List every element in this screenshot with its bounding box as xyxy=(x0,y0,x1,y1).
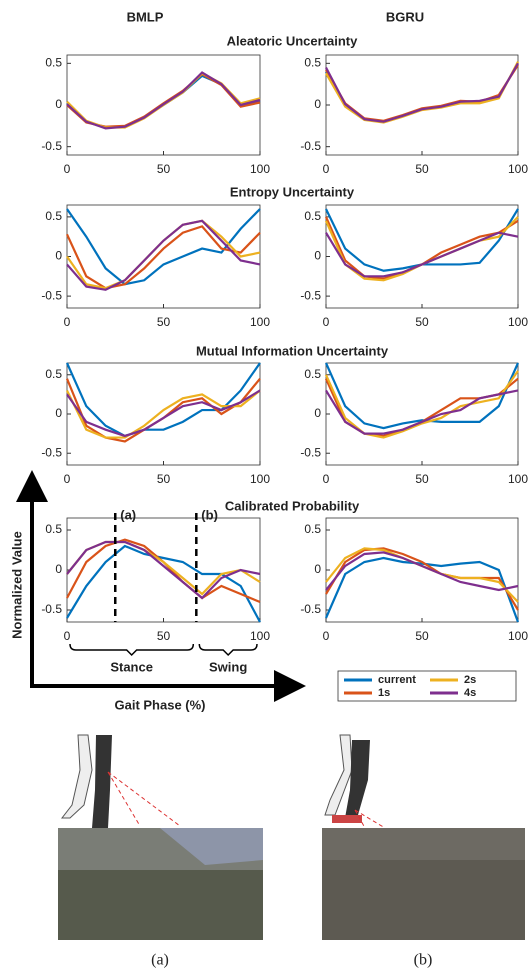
y-tick-label: 0.5 xyxy=(304,209,321,223)
column-title: BGRU xyxy=(386,9,424,24)
x-tick-label: 0 xyxy=(64,162,71,176)
y-tick-label: 0 xyxy=(55,406,62,420)
y-tick-label: -0.5 xyxy=(300,445,321,459)
caption: (a) xyxy=(151,952,169,969)
x-tick-label: 50 xyxy=(157,162,171,176)
y-tick-label: 0.5 xyxy=(45,209,62,223)
row-title: Calibrated Probability xyxy=(225,498,360,513)
column-title: BMLP xyxy=(127,9,164,24)
x-tick-label: 0 xyxy=(323,472,330,486)
x-tick-label: 50 xyxy=(157,629,171,643)
line-series xyxy=(324,362,520,430)
x-tick-label: 100 xyxy=(508,315,528,329)
y-tick-label: 0 xyxy=(314,562,321,576)
x-tick-label: 0 xyxy=(323,629,330,643)
line-series xyxy=(66,544,261,623)
y-axis-label: Normalized Value xyxy=(9,531,24,639)
line-series xyxy=(66,389,261,439)
x-tick-label: 100 xyxy=(250,315,270,329)
annotation-label: (b) xyxy=(201,507,218,522)
plot-frame xyxy=(325,362,519,466)
y-tick-label: 0.5 xyxy=(304,56,321,70)
y-tick-label: 0 xyxy=(55,249,62,263)
plot-frame xyxy=(66,204,261,309)
x-tick-label: 100 xyxy=(508,162,528,176)
line-series xyxy=(325,62,519,123)
line-series xyxy=(66,219,261,291)
line-series xyxy=(325,551,519,592)
x-tick-label: 0 xyxy=(323,162,330,176)
y-tick-label: -0.5 xyxy=(41,139,62,153)
legend-label: 4s xyxy=(464,687,476,699)
line-series xyxy=(66,389,261,438)
row-title: Aleatoric Uncertainty xyxy=(227,33,359,48)
plot-frame xyxy=(66,362,261,466)
y-tick-label: 0 xyxy=(314,249,321,263)
x-tick-label: 50 xyxy=(415,472,429,486)
plot-frame xyxy=(325,54,519,156)
phase-label: Stance xyxy=(110,659,153,674)
y-tick-label: -0.5 xyxy=(41,602,62,616)
caption: (b) xyxy=(414,952,433,969)
illustration-a xyxy=(58,734,263,940)
y-tick-label: -0.5 xyxy=(300,288,321,302)
line-series xyxy=(66,71,261,130)
illustration-b xyxy=(322,734,525,940)
y-tick-label: 0 xyxy=(314,406,321,420)
line-series xyxy=(325,389,519,435)
y-tick-label: 0.5 xyxy=(45,56,62,70)
x-tick-label: 0 xyxy=(64,629,71,643)
x-axis-label: Gait Phase (%) xyxy=(114,697,205,712)
y-tick-label: 0.5 xyxy=(45,522,62,536)
legend-label: 1s xyxy=(378,687,390,699)
line-series xyxy=(66,225,261,290)
legend-box xyxy=(337,670,517,702)
phase-label: Swing xyxy=(209,659,247,674)
phase-bracket xyxy=(198,643,258,657)
line-series xyxy=(325,547,519,611)
x-tick-label: 100 xyxy=(250,162,270,176)
x-tick-label: 100 xyxy=(250,629,270,643)
line-series xyxy=(65,362,261,438)
y-tick-label: 0 xyxy=(55,562,62,576)
annotation-label: (a) xyxy=(120,507,136,522)
y-tick-label: 0.5 xyxy=(304,367,321,381)
x-tick-label: 0 xyxy=(64,315,71,329)
y-tick-label: -0.5 xyxy=(300,602,321,616)
legend-label: current xyxy=(378,674,416,686)
x-tick-label: 50 xyxy=(157,472,171,486)
y-tick-label: -0.5 xyxy=(41,288,62,302)
legend-label: 2s xyxy=(464,674,476,686)
x-tick-label: 100 xyxy=(508,472,528,486)
y-tick-label: 0 xyxy=(314,97,321,111)
x-tick-label: 50 xyxy=(415,629,429,643)
y-tick-label: -0.5 xyxy=(41,445,62,459)
line-series xyxy=(324,556,520,623)
x-tick-label: 50 xyxy=(415,162,429,176)
y-tick-label: 0.5 xyxy=(304,522,321,536)
line-series xyxy=(325,231,519,278)
x-tick-label: 0 xyxy=(64,472,71,486)
phase-bracket xyxy=(69,643,195,657)
x-tick-label: 100 xyxy=(250,472,270,486)
x-tick-label: 0 xyxy=(323,315,330,329)
line-series xyxy=(66,540,261,600)
x-tick-label: 100 xyxy=(508,629,528,643)
line-series xyxy=(324,370,519,439)
y-tick-label: 0 xyxy=(55,97,62,111)
plot-frame xyxy=(325,517,519,623)
row-title: Mutual Information Uncertainty xyxy=(196,343,389,358)
y-tick-label: 0.5 xyxy=(45,367,62,381)
row-title: Entropy Uncertainty xyxy=(230,184,355,199)
x-tick-label: 50 xyxy=(157,315,171,329)
x-tick-label: 50 xyxy=(415,315,429,329)
y-tick-label: -0.5 xyxy=(300,139,321,153)
plot-frame xyxy=(66,517,261,623)
